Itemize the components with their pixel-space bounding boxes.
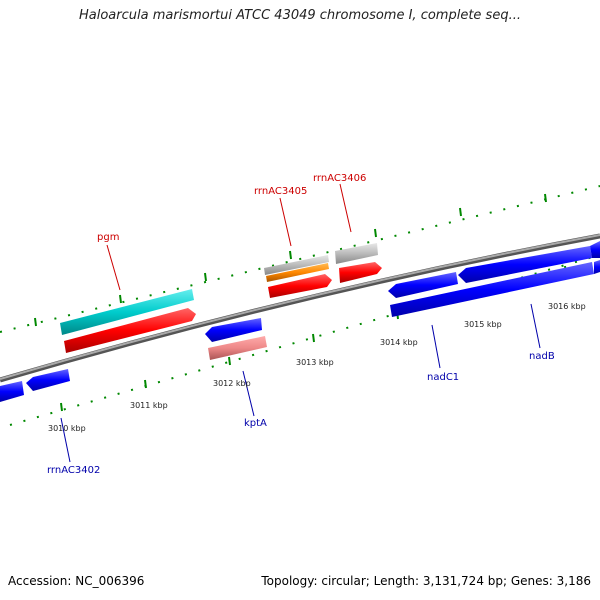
scale-label-3012: 3012 kbp bbox=[213, 379, 251, 388]
upper-tick-track bbox=[0, 185, 600, 333]
gene-feature-rrnAC3405-misc[interactable] bbox=[266, 263, 329, 282]
accession-text: Accession: NC_006396 bbox=[8, 574, 145, 588]
gene-feature-right-edge-a[interactable] bbox=[590, 241, 600, 258]
gene-feature-kptA-blue[interactable] bbox=[205, 318, 262, 342]
map-title: Haloarcula marismortui ATCC 43049 chromo… bbox=[79, 8, 521, 23]
upper-major-ticks bbox=[34, 193, 547, 327]
gene-feature-nadC1[interactable] bbox=[388, 272, 458, 298]
gene-feature-right-edge-b[interactable] bbox=[594, 260, 600, 274]
gene-label-rrnAC3405: rrnAC3405 bbox=[254, 186, 307, 197]
gene-label-kptA: kptA bbox=[244, 418, 267, 429]
gene-label-rrnAC3402: rrnAC3402 bbox=[47, 465, 100, 476]
scale-label-3010: 3010 kbp bbox=[48, 424, 86, 433]
scale-label-3016: 3016 kbp bbox=[548, 302, 586, 311]
gene-feature-rrnAC3402[interactable] bbox=[26, 369, 70, 391]
gene-label-rrnAC3406: rrnAC3406 bbox=[313, 173, 366, 184]
callout-lines bbox=[60, 183, 541, 463]
gene-feature-left-edge[interactable] bbox=[0, 381, 24, 402]
gene-feature-pgm-cds[interactable] bbox=[64, 308, 196, 353]
gene-label-nadB: nadB bbox=[529, 351, 555, 362]
gene-feature-nadB[interactable] bbox=[458, 246, 592, 283]
gene-feature-rrnAC3405-gray[interactable] bbox=[264, 255, 329, 275]
scale-label-3013: 3013 kbp bbox=[296, 358, 334, 367]
gene-label-pgm: pgm bbox=[97, 232, 119, 243]
gene-feature-rrnAC3405-cds[interactable] bbox=[268, 274, 332, 298]
gene-feature-kptA-pink[interactable] bbox=[208, 336, 267, 360]
gene-feature-rrnAC3406-gray[interactable] bbox=[335, 243, 378, 264]
scale-label-3011: 3011 kbp bbox=[130, 401, 168, 410]
scale-label-3015: 3015 kbp bbox=[464, 320, 502, 329]
topology-text: Topology: circular; Length: 3,131,724 bp… bbox=[261, 574, 591, 588]
gene-feature-pgm-rrna[interactable] bbox=[60, 289, 194, 335]
scale-label-3014: 3014 kbp bbox=[380, 338, 418, 347]
gene-label-nadC1: nadC1 bbox=[427, 372, 459, 383]
gene-feature-rrnAC3406-cds[interactable] bbox=[339, 262, 382, 283]
gene-feature-lower-long[interactable] bbox=[390, 262, 594, 317]
